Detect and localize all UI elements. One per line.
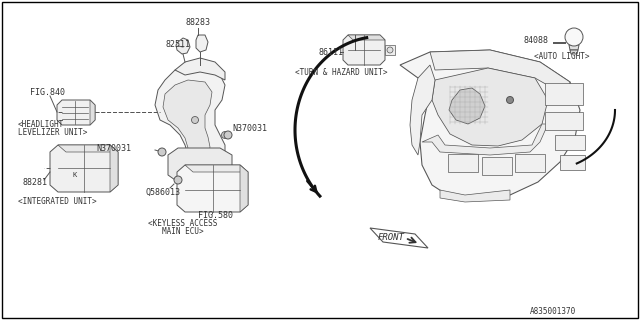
Bar: [448, 154, 478, 172]
Circle shape: [387, 47, 393, 53]
Circle shape: [224, 131, 232, 139]
Circle shape: [565, 28, 583, 46]
Text: <INTEGRATED UNIT>: <INTEGRATED UNIT>: [18, 197, 97, 206]
Polygon shape: [177, 165, 248, 212]
Text: <AUTO LIGHT>: <AUTO LIGHT>: [534, 52, 589, 60]
Text: FIG.580: FIG.580: [198, 212, 233, 220]
Polygon shape: [410, 65, 435, 155]
Circle shape: [191, 116, 198, 124]
Polygon shape: [90, 100, 95, 125]
Bar: [545, 83, 583, 105]
Text: <TURN & HAZARD UNIT>: <TURN & HAZARD UNIT>: [295, 68, 387, 76]
Text: <KEYLESS ACCESS: <KEYLESS ACCESS: [148, 220, 218, 228]
Text: <HEADLIGHT: <HEADLIGHT: [18, 119, 64, 129]
Circle shape: [221, 132, 228, 139]
Polygon shape: [449, 88, 485, 124]
Text: N370031: N370031: [232, 124, 267, 132]
Polygon shape: [50, 145, 118, 192]
Bar: [482, 157, 512, 175]
Polygon shape: [348, 35, 385, 40]
Circle shape: [174, 176, 182, 184]
Polygon shape: [440, 190, 510, 202]
Polygon shape: [422, 124, 548, 155]
Polygon shape: [185, 165, 248, 172]
Polygon shape: [570, 50, 578, 54]
Bar: [555, 135, 585, 150]
Polygon shape: [175, 58, 225, 80]
Polygon shape: [430, 50, 570, 95]
Polygon shape: [163, 80, 212, 162]
Polygon shape: [343, 35, 385, 65]
Text: N370031: N370031: [96, 143, 131, 153]
Text: 82511: 82511: [165, 39, 190, 49]
Polygon shape: [432, 68, 548, 146]
Polygon shape: [240, 165, 248, 212]
Bar: [515, 154, 545, 172]
Polygon shape: [196, 35, 208, 52]
Polygon shape: [58, 145, 118, 152]
Polygon shape: [176, 38, 190, 54]
Circle shape: [506, 97, 513, 103]
Text: 88281: 88281: [22, 178, 47, 187]
Text: MAIN ECU>: MAIN ECU>: [162, 228, 204, 236]
Polygon shape: [569, 45, 579, 50]
Text: 86111: 86111: [318, 47, 343, 57]
Text: 84088: 84088: [524, 36, 549, 44]
Polygon shape: [385, 45, 395, 55]
Circle shape: [158, 148, 166, 156]
Text: LEVELIZER UNIT>: LEVELIZER UNIT>: [18, 127, 88, 137]
Text: FIG.840: FIG.840: [30, 87, 65, 97]
Polygon shape: [155, 65, 225, 172]
Bar: [560, 155, 585, 170]
Text: FRONT: FRONT: [378, 234, 405, 243]
Text: A835001370: A835001370: [530, 308, 576, 316]
Text: 88283: 88283: [185, 18, 210, 27]
Text: Q586013: Q586013: [145, 188, 180, 196]
Polygon shape: [110, 145, 118, 192]
Polygon shape: [168, 148, 232, 182]
Text: K: K: [72, 172, 76, 178]
Polygon shape: [57, 100, 95, 125]
Bar: [545, 112, 583, 130]
Polygon shape: [400, 50, 580, 200]
